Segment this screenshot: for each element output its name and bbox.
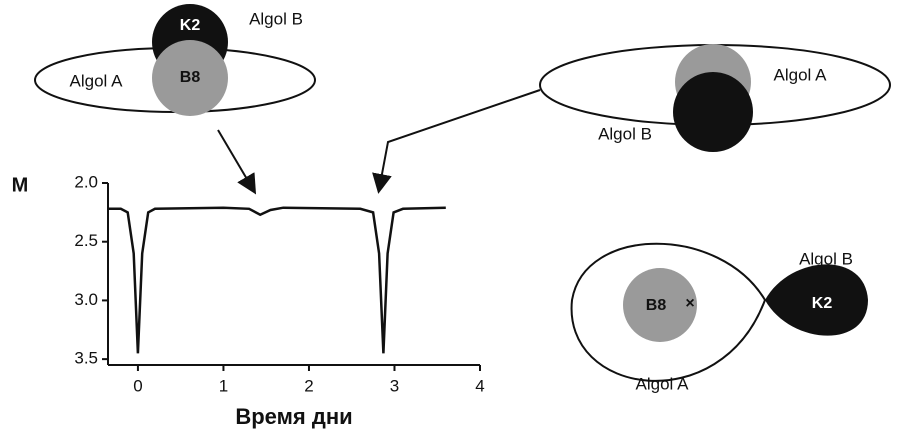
y-tick-label: 2.5 bbox=[74, 231, 98, 250]
x-tick-label: 2 bbox=[304, 376, 313, 395]
label: B8 bbox=[180, 69, 201, 86]
y-tick-label: 3.5 bbox=[74, 349, 98, 368]
arrow bbox=[217, 129, 257, 195]
star-k2 bbox=[673, 72, 753, 152]
y-tick-label: 3.0 bbox=[74, 290, 98, 309]
label: Algol A bbox=[774, 65, 828, 84]
x-tick-label: 3 bbox=[390, 376, 399, 395]
label: B8 bbox=[646, 297, 667, 314]
x-tick-label: 4 bbox=[475, 376, 484, 395]
roche-lobe-k2 bbox=[765, 264, 868, 336]
x-tick-label: 0 bbox=[133, 376, 142, 395]
marker: × bbox=[685, 295, 694, 312]
y-axis-label: M bbox=[12, 174, 29, 196]
chart: M Время дни 2.0 2.5 3.0 3.5 0 1 2 3 4 bbox=[12, 172, 485, 428]
light-curve bbox=[108, 206, 446, 354]
label: Algol B bbox=[799, 249, 853, 268]
label: K2 bbox=[812, 295, 833, 312]
x-tick-label: 1 bbox=[219, 376, 228, 395]
label: Algol B bbox=[598, 124, 652, 143]
x-axis-label: Время дни bbox=[235, 404, 352, 429]
star-b8 bbox=[152, 40, 228, 116]
label: Algol A bbox=[70, 71, 124, 90]
star-b8 bbox=[623, 268, 697, 342]
label: K2 bbox=[180, 17, 201, 34]
arrow bbox=[372, 89, 541, 194]
roche-lobe bbox=[570, 242, 767, 382]
label: Algol A bbox=[636, 374, 690, 393]
label: Algol B bbox=[249, 9, 303, 28]
y-tick-label: 2.0 bbox=[74, 172, 98, 191]
